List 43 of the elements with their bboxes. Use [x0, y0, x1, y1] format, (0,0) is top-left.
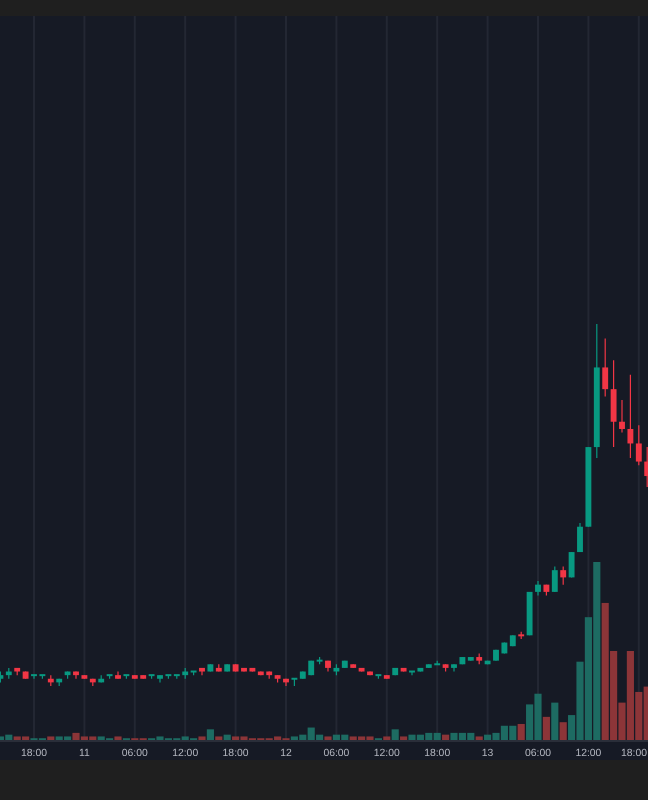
bar	[551, 702, 559, 740]
candlestick	[577, 522, 583, 553]
bar	[484, 734, 492, 740]
bar	[492, 732, 500, 740]
bar	[517, 723, 525, 740]
bar	[542, 716, 550, 740]
bar	[643, 686, 648, 740]
bar	[433, 732, 441, 740]
bar	[206, 729, 214, 740]
bar	[299, 734, 307, 740]
candlestick	[602, 337, 609, 397]
bar	[307, 727, 315, 740]
candlestick	[635, 424, 642, 466]
bar	[5, 734, 13, 740]
bar	[626, 651, 634, 740]
bar	[458, 732, 466, 740]
candlestick	[627, 374, 634, 459]
candlestick	[31, 674, 37, 680]
bar	[593, 562, 601, 740]
bar	[341, 734, 349, 740]
bar	[601, 602, 609, 740]
candlestick	[409, 670, 415, 676]
candlestick	[551, 565, 558, 593]
bar	[416, 734, 424, 740]
candlestick	[568, 551, 575, 578]
bar	[223, 734, 231, 740]
bar	[316, 734, 324, 740]
bar	[467, 732, 475, 740]
bar	[72, 732, 80, 740]
bar	[408, 734, 416, 740]
bar	[450, 732, 458, 740]
bar	[442, 734, 450, 740]
candlestick	[610, 359, 617, 448]
bar	[534, 693, 542, 740]
bar	[559, 722, 567, 740]
bar	[500, 725, 508, 740]
bar	[425, 732, 433, 740]
candlestick	[535, 580, 541, 597]
bar	[509, 725, 517, 740]
candlestick	[619, 399, 625, 434]
bar	[332, 734, 340, 740]
candlestick	[560, 565, 567, 586]
bar	[391, 729, 399, 740]
